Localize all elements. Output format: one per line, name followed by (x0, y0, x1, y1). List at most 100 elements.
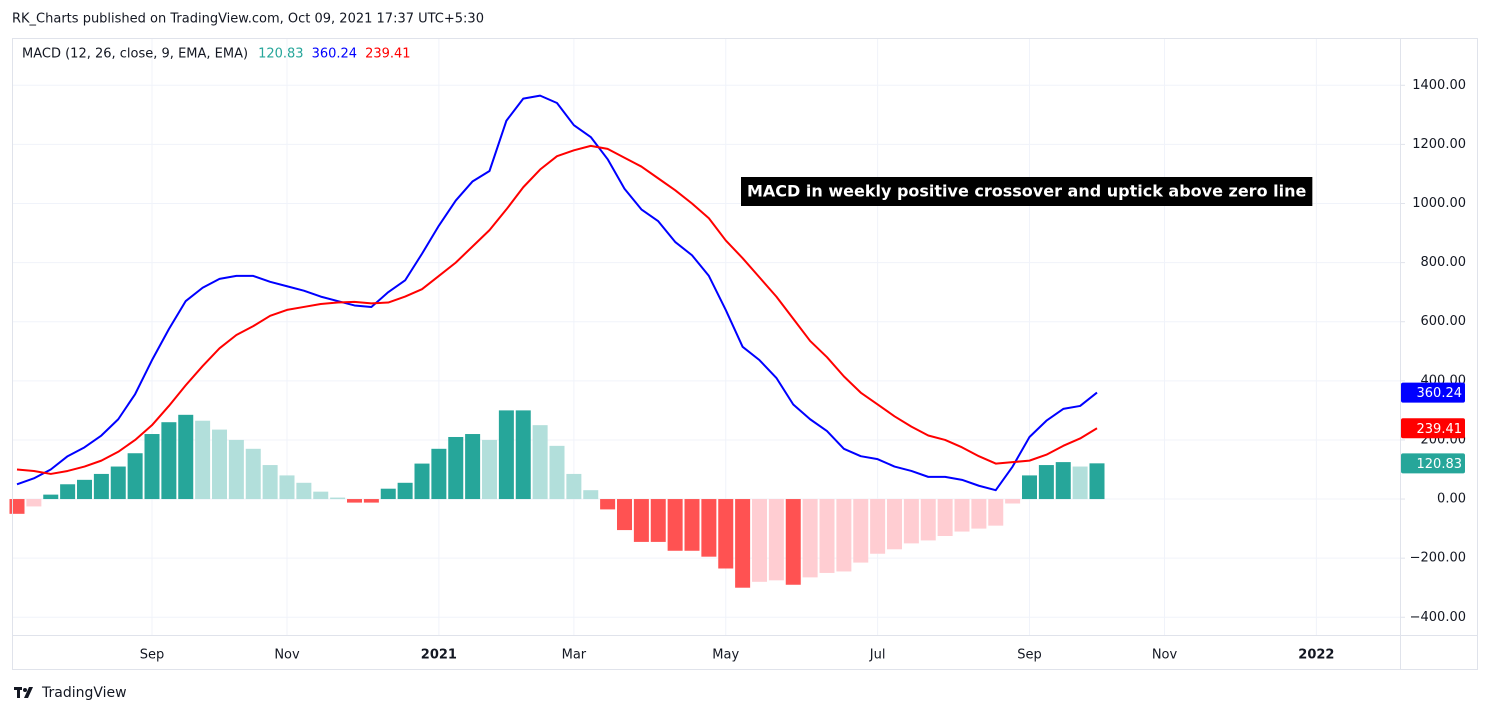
histogram-bar (566, 473, 582, 500)
histogram-bar (701, 499, 717, 557)
y-tick-label: 800.00 (1421, 255, 1467, 270)
price-tag-label: 120.83 (1417, 457, 1463, 472)
histogram-bar (752, 499, 767, 582)
histogram-bar (9, 499, 25, 514)
x-tick-label: 2022 (1298, 648, 1334, 663)
histogram-bar (1022, 475, 1037, 500)
histogram-bar (43, 494, 59, 500)
y-tick-label: 0.00 (1437, 492, 1466, 507)
y-tick-label: 600.00 (1421, 314, 1467, 329)
y-tick-label: −400.00 (1410, 610, 1466, 625)
legend-value: 120.83 (258, 47, 304, 62)
histogram-bar (347, 499, 362, 503)
histogram-bar (1072, 466, 1088, 500)
histogram-bar (397, 482, 413, 500)
histogram-bar (887, 499, 902, 550)
y-tick-label: 1200.00 (1412, 137, 1466, 152)
histogram-bar (431, 448, 447, 500)
histogram-bar (988, 499, 1004, 526)
x-tick-label: Sep (140, 648, 165, 663)
histogram-bar (600, 499, 616, 510)
histogram-bar (330, 497, 346, 500)
histogram-bar (262, 465, 278, 500)
histogram-bar (583, 490, 599, 500)
histogram-bar (498, 410, 514, 500)
histogram-bar (245, 448, 261, 500)
histogram-bar (920, 499, 936, 541)
histogram-bar (195, 420, 211, 500)
histogram-bar (802, 499, 818, 578)
histogram-bar (853, 499, 869, 563)
histogram-bar (279, 475, 295, 500)
histogram-bar (363, 499, 379, 503)
histogram-bar (296, 482, 312, 500)
histogram-bar (77, 479, 92, 500)
histogram-bar (110, 466, 126, 500)
histogram-bar (954, 499, 970, 532)
histogram-bar (414, 463, 430, 500)
histogram-bar (313, 491, 329, 500)
annotation-box (741, 177, 1313, 206)
histogram-bar (735, 499, 751, 588)
legend-label: MACD (12, 26, close, 9, EMA, EMA) (22, 47, 248, 62)
histogram-bar (971, 499, 987, 529)
price-tag (1401, 382, 1465, 403)
histogram-bar (60, 484, 76, 500)
x-tick-label: May (712, 648, 739, 663)
y-tick-label: 1400.00 (1412, 78, 1466, 93)
histogram-bar (532, 425, 548, 500)
histogram-bar (903, 499, 919, 544)
histogram-bar (178, 414, 194, 500)
legend-value: 360.24 (312, 47, 358, 62)
histogram-bar (633, 499, 649, 542)
price-tag-label: 239.41 (1417, 422, 1463, 437)
price-tag (1401, 418, 1465, 439)
histogram-bar (26, 499, 42, 507)
footer-brand: TradingView (41, 685, 127, 701)
x-tick-label: Nov (274, 648, 300, 663)
histogram-bar (515, 410, 531, 500)
histogram-bar (93, 473, 109, 500)
histogram-bar (482, 439, 497, 500)
histogram-bar (465, 434, 481, 500)
logo (14, 687, 33, 698)
plot-area (9, 38, 1400, 635)
histogram-bar (161, 422, 177, 500)
histogram-bar (144, 434, 160, 500)
histogram-bar (212, 429, 227, 500)
histogram-bar (1038, 465, 1054, 500)
histogram-bar (617, 499, 632, 531)
price-tag (1401, 453, 1465, 474)
x-tick-label: Mar (562, 648, 587, 663)
histogram-bar (684, 499, 700, 551)
histogram-bar (1089, 463, 1105, 500)
histogram-bar (380, 488, 396, 500)
histogram-bar (870, 499, 886, 554)
y-tick-label: 1000.00 (1412, 196, 1466, 211)
histogram-bar (127, 453, 143, 500)
histogram-bar (718, 499, 734, 569)
histogram-bar (937, 499, 953, 536)
line (16, 144, 1098, 475)
histogram-bar (228, 439, 244, 500)
histogram-bar (667, 499, 683, 551)
histogram-bar (448, 436, 464, 500)
price-tag-label: 360.24 (1417, 386, 1463, 401)
histogram-bar (819, 499, 835, 573)
y-tick-label: −200.00 (1410, 551, 1466, 566)
histogram-bar (1055, 462, 1071, 500)
x-tick-label: Nov (1152, 648, 1178, 663)
histogram-bar (549, 445, 565, 500)
histogram-bar (650, 499, 666, 542)
x-tick-label: 2021 (421, 648, 457, 663)
x-tick-label: Sep (1017, 648, 1042, 663)
header: RK_Charts published on TradingView.com, … (12, 12, 484, 27)
line (16, 94, 1098, 492)
histogram-bar (836, 499, 852, 572)
histogram-bar (768, 499, 784, 581)
x-tick-label: Jul (869, 648, 886, 663)
annotation: MACD in weekly positive crossover and up… (747, 182, 1306, 201)
histogram-bar (785, 499, 801, 585)
